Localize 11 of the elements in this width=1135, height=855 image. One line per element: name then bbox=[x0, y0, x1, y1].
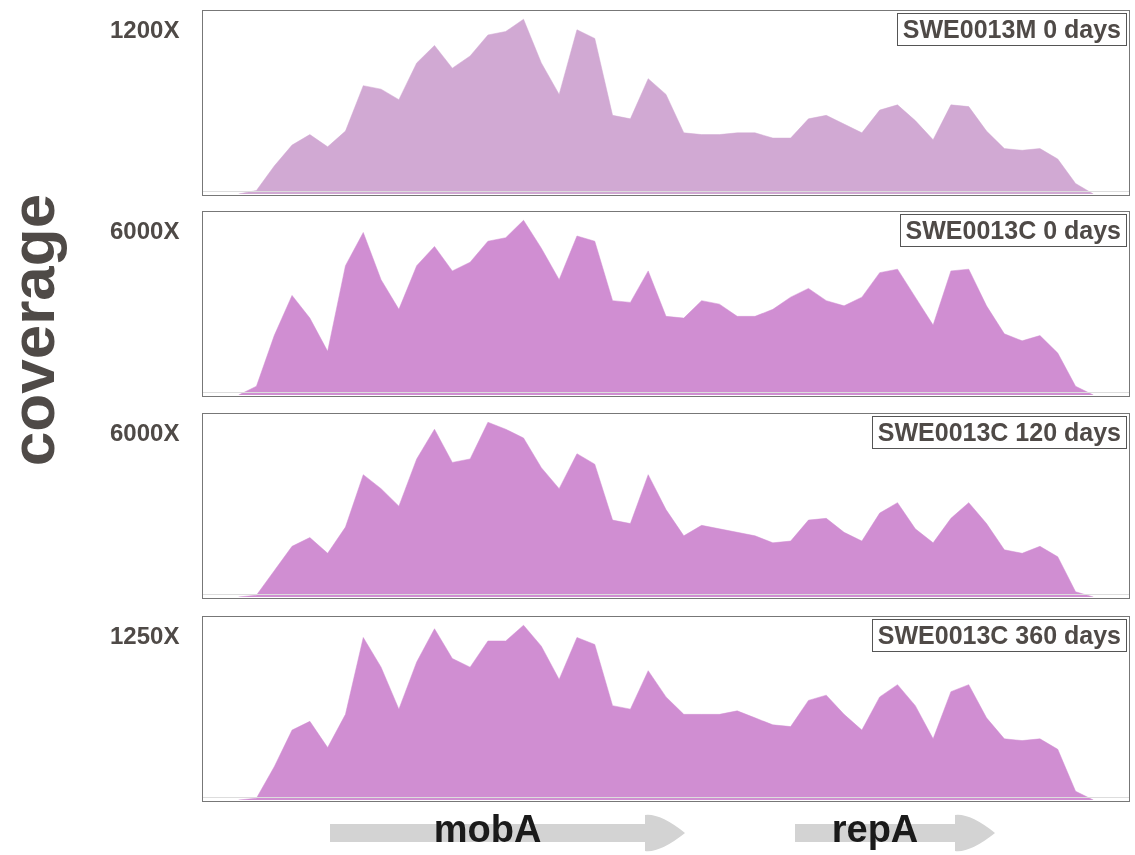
text: 6000X bbox=[110, 217, 180, 245]
y-axis-title: coverage bbox=[0, 193, 68, 467]
chart-title: SWE0013C 120 days bbox=[871, 416, 1127, 449]
text: 1250X bbox=[110, 622, 180, 650]
text: mobA bbox=[432, 808, 543, 851]
chart-title: SWE0013M 0 days bbox=[896, 13, 1127, 46]
chart-title: SWE0013C 360 days bbox=[871, 619, 1127, 652]
text: 1200X bbox=[110, 16, 180, 44]
text: repA bbox=[830, 808, 920, 851]
text: 6000X bbox=[110, 419, 180, 447]
chart-title: SWE0013C 0 days bbox=[899, 214, 1127, 247]
